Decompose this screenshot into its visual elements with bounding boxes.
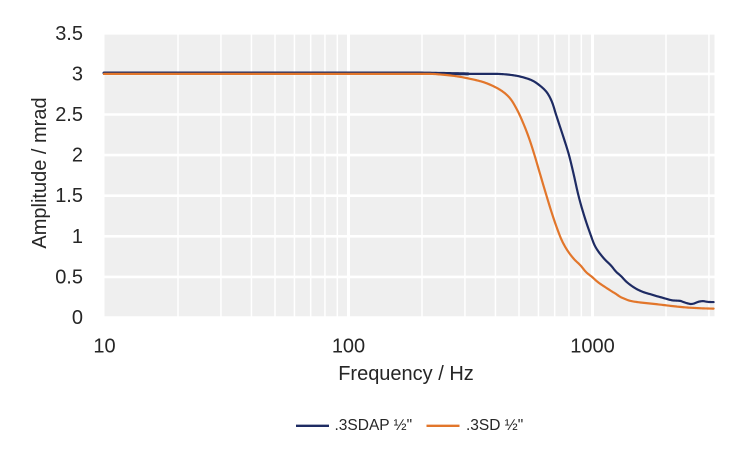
svg-text:3.5: 3.5 (55, 23, 83, 45)
svg-text:2: 2 (72, 145, 83, 167)
svg-text:2.5: 2.5 (55, 104, 83, 126)
svg-text:1: 1 (72, 226, 83, 248)
svg-text:3: 3 (72, 63, 83, 85)
svg-text:1000: 1000 (570, 336, 615, 358)
svg-text:.3SDAP ½": .3SDAP ½" (335, 417, 413, 434)
svg-text:10: 10 (93, 336, 115, 358)
svg-text:100: 100 (332, 336, 365, 358)
svg-text:Frequency / Hz: Frequency / Hz (338, 363, 474, 385)
svg-text:1.5: 1.5 (55, 185, 83, 207)
svg-text:Amplitude / mrad: Amplitude / mrad (29, 97, 51, 248)
svg-text:.3SD ½": .3SD ½" (466, 417, 523, 434)
svg-text:0.5: 0.5 (55, 266, 83, 288)
svg-text:0: 0 (72, 307, 83, 329)
